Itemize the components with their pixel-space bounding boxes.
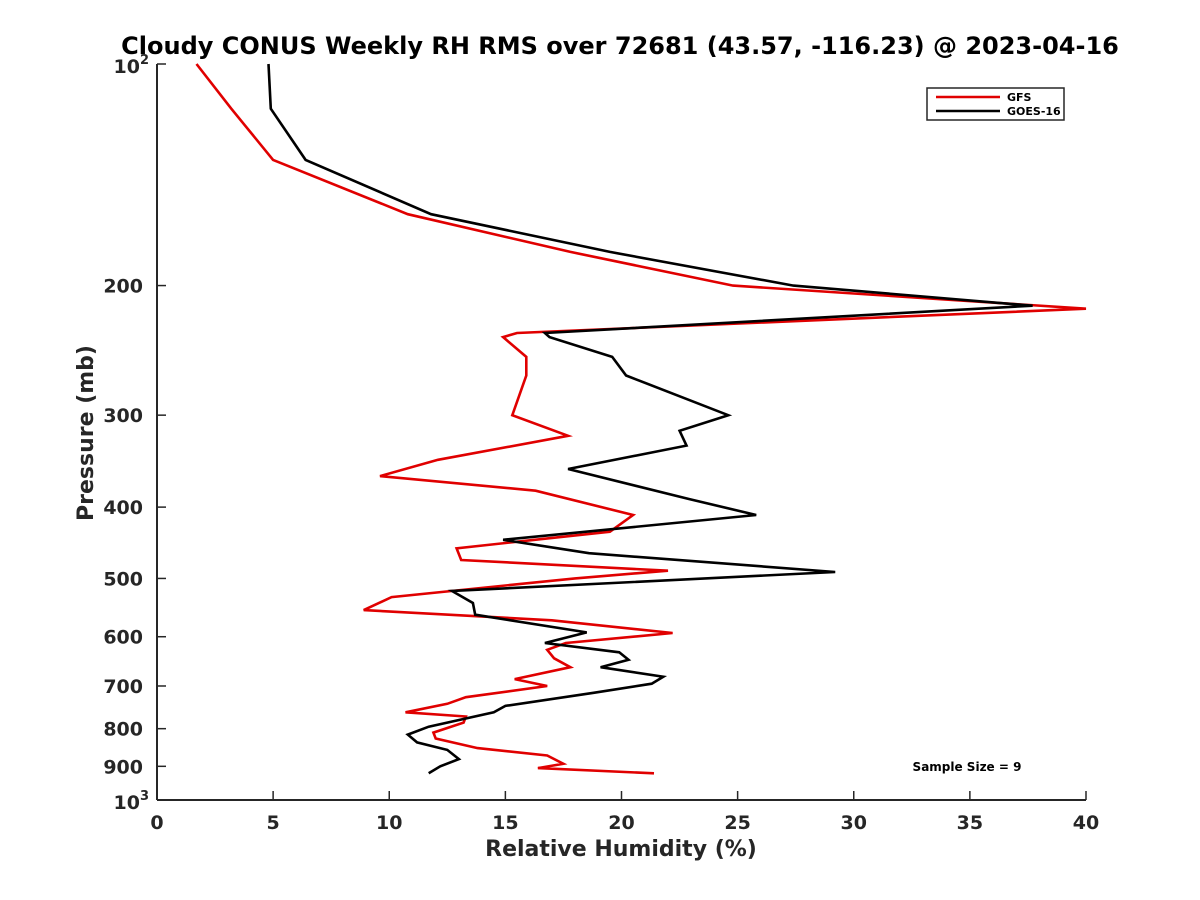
x-tick-label: 10: [376, 812, 402, 834]
y-tick-label: 300: [103, 405, 143, 427]
x-tick-label: 30: [841, 812, 867, 834]
y-tick-label: 600: [103, 627, 143, 649]
y-tick-label: 200: [103, 276, 143, 298]
series-lines: [195, 63, 1087, 775]
y-tick-label: 102: [114, 53, 150, 78]
y-tick-label: 900: [103, 756, 143, 778]
series-line-gfs: [195, 63, 1087, 775]
x-tick-label: 35: [957, 812, 983, 834]
x-tick-label: 40: [1073, 812, 1099, 834]
x-tick-label: 20: [608, 812, 634, 834]
legend-label: GOES-16: [1007, 105, 1061, 118]
chart-title: Cloudy CONUS Weekly RH RMS over 72681 (4…: [121, 32, 1119, 60]
y-tick-label: 700: [103, 676, 143, 698]
series-line-goes-16: [267, 63, 1033, 775]
y-tick-label: 500: [103, 568, 143, 590]
legend-label: GFS: [1007, 91, 1032, 104]
y-axis-label: Pressure (mb): [74, 345, 99, 521]
x-axis-label: Relative Humidity (%): [485, 837, 757, 862]
x-tick-label: 5: [267, 812, 280, 834]
x-tick-label: 0: [150, 812, 163, 834]
y-tick-exponent: 3: [140, 789, 149, 804]
y-tick-base: 10: [114, 792, 140, 814]
y-tick-label: 800: [103, 719, 143, 741]
x-tick-label: 15: [492, 812, 518, 834]
y-tick-label: 103: [114, 789, 150, 814]
x-axis-ticks: 0 5 10 15 20 25 30 35 40: [150, 791, 1099, 834]
sample-size-note: Sample Size = 9: [913, 760, 1022, 774]
x-tick-label: 25: [724, 812, 750, 834]
legend-box: [926, 87, 1065, 121]
y-tick-label: 400: [103, 497, 143, 519]
y-tick-base: 10: [114, 56, 140, 78]
y-tick-exponent: 2: [140, 53, 149, 68]
